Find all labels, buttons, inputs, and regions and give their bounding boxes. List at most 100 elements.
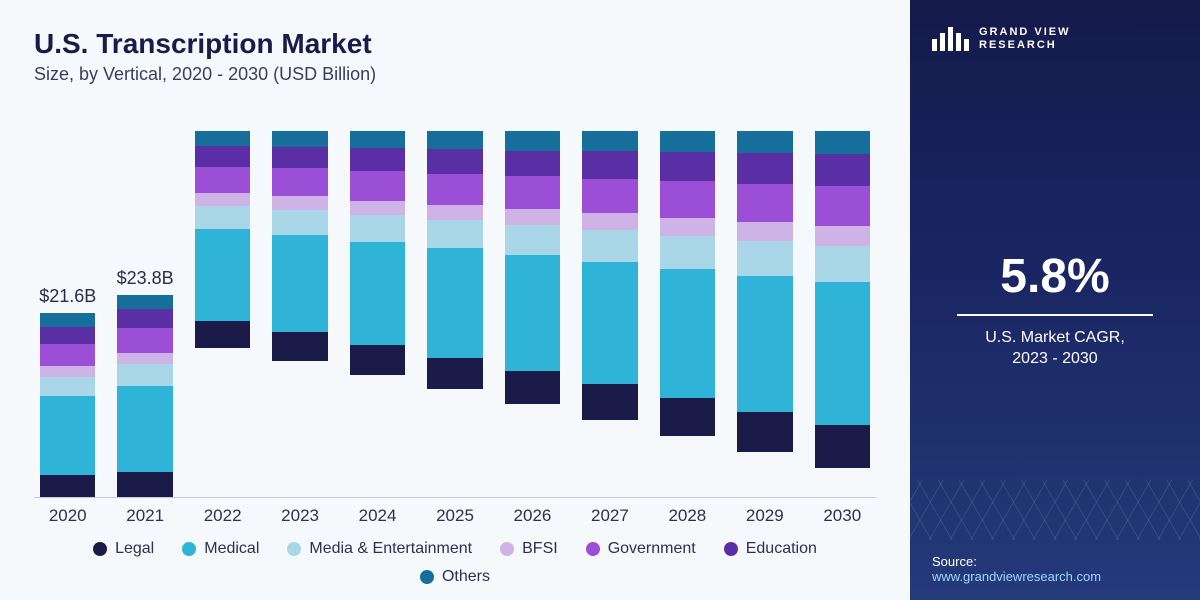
brand-logo-icon bbox=[932, 27, 969, 51]
stacked-bar bbox=[272, 131, 327, 361]
bar-segment-legal bbox=[350, 345, 405, 375]
bar-segment-media bbox=[272, 210, 327, 235]
bar-segment-education bbox=[660, 152, 715, 181]
bar-segment-medical bbox=[195, 229, 250, 322]
metric-label-line-1: U.S. Market CAGR, bbox=[985, 328, 1125, 349]
bar-segment-bfsi bbox=[195, 193, 250, 206]
bar-column: $21.6B bbox=[40, 131, 95, 497]
legend-item-others: Others bbox=[420, 568, 490, 586]
bar-segment-media bbox=[350, 215, 405, 241]
source-label: Source: bbox=[932, 554, 1178, 569]
x-axis-label: 2020 bbox=[40, 506, 95, 526]
x-axis-label: 2030 bbox=[815, 506, 870, 526]
bar-column bbox=[195, 131, 250, 497]
bar-segment-bfsi bbox=[40, 366, 95, 377]
source-link[interactable]: www.grandviewresearch.com bbox=[932, 569, 1101, 584]
legend-swatch bbox=[182, 542, 196, 556]
bar-segment-bfsi bbox=[272, 196, 327, 210]
bar-segment-legal bbox=[815, 425, 870, 468]
legend-item-bfsi: BFSI bbox=[500, 540, 558, 558]
bar-value-label: $21.6B bbox=[39, 286, 96, 307]
side-panel: GRAND VIEW RESEARCH 5.8% U.S. Market CAG… bbox=[910, 0, 1200, 600]
legend-label: BFSI bbox=[522, 540, 558, 558]
metric-label-line-2: 2023 - 2030 bbox=[985, 349, 1125, 370]
chart-panel: U.S. Transcription Market Size, by Verti… bbox=[0, 0, 910, 600]
legend-label: Others bbox=[442, 568, 490, 586]
x-axis-label: 2024 bbox=[350, 506, 405, 526]
bar-segment-education bbox=[195, 146, 250, 166]
bar-segment-media bbox=[660, 236, 715, 269]
bar-segment-medical bbox=[737, 276, 792, 412]
bar-segment-legal bbox=[505, 371, 560, 404]
source-block: Source: www.grandviewresearch.com bbox=[932, 554, 1178, 584]
bar-segment-media bbox=[737, 241, 792, 276]
legend-swatch bbox=[586, 542, 600, 556]
stacked-bar bbox=[505, 131, 560, 404]
bar-column bbox=[427, 131, 482, 497]
bar-segment-medical bbox=[272, 235, 327, 333]
x-axis-label: 2022 bbox=[195, 506, 250, 526]
stacked-bar bbox=[195, 131, 250, 348]
bar-segment-education bbox=[737, 153, 792, 184]
bar-column bbox=[660, 131, 715, 497]
legend-label: Government bbox=[608, 540, 696, 558]
chart-subtitle: Size, by Vertical, 2020 - 2030 (USD Bill… bbox=[34, 64, 876, 85]
bar-segment-government bbox=[117, 328, 172, 353]
bar-segment-education bbox=[40, 327, 95, 344]
bar-segment-legal bbox=[117, 472, 172, 497]
metric-value: 5.8% bbox=[1000, 249, 1109, 304]
bar-segment-media bbox=[815, 246, 870, 283]
bar-segment-others bbox=[582, 131, 637, 151]
bar-segment-others bbox=[660, 131, 715, 152]
bar-segment-media bbox=[40, 377, 95, 396]
bar-segment-government bbox=[195, 167, 250, 193]
x-axis-label: 2029 bbox=[737, 506, 792, 526]
bar-segment-government bbox=[427, 174, 482, 205]
stacked-bar bbox=[350, 131, 405, 375]
bar-value-label: $23.8B bbox=[117, 268, 174, 289]
legend-swatch bbox=[93, 542, 107, 556]
bar-segment-bfsi bbox=[815, 226, 870, 246]
legend-item-government: Government bbox=[586, 540, 696, 558]
legend-swatch bbox=[287, 542, 301, 556]
bar-segment-legal bbox=[272, 332, 327, 360]
bar-segment-government bbox=[40, 344, 95, 366]
bar-column bbox=[505, 131, 560, 497]
bar-segment-government bbox=[582, 179, 637, 214]
chart-x-axis: 2020202120222023202420252026202720282029… bbox=[34, 498, 876, 526]
legend-label: Legal bbox=[115, 540, 154, 558]
bar-segment-government bbox=[815, 186, 870, 226]
stacked-bar bbox=[427, 131, 482, 389]
bar-segment-bfsi bbox=[427, 205, 482, 220]
bar-segment-education bbox=[505, 151, 560, 177]
bar-segment-media bbox=[505, 225, 560, 255]
x-axis-label: 2023 bbox=[272, 506, 327, 526]
bar-segment-legal bbox=[582, 384, 637, 420]
bar-segment-government bbox=[505, 176, 560, 209]
bar-column bbox=[737, 131, 792, 497]
legend-item-education: Education bbox=[724, 540, 817, 558]
stacked-bar bbox=[660, 131, 715, 436]
x-axis-label: 2021 bbox=[117, 506, 172, 526]
x-axis-label: 2028 bbox=[660, 506, 715, 526]
bar-segment-government bbox=[660, 181, 715, 218]
chart-legend: Legal Medical Media & Entertainment BFSI Gov… bbox=[34, 526, 876, 586]
legend-swatch bbox=[500, 542, 514, 556]
legend-swatch bbox=[724, 542, 738, 556]
bar-segment-media bbox=[427, 220, 482, 248]
brand-logo: GRAND VIEW RESEARCH bbox=[932, 26, 1178, 52]
legend-label: Media & Entertainment bbox=[309, 540, 472, 558]
bar-segment-government bbox=[737, 184, 792, 222]
x-axis-label: 2025 bbox=[427, 506, 482, 526]
legend-item-medical: Medical bbox=[182, 540, 259, 558]
bar-segment-legal bbox=[195, 321, 250, 347]
bar-segment-government bbox=[272, 168, 327, 196]
bar-segment-others bbox=[505, 131, 560, 151]
bar-segment-medical bbox=[350, 242, 405, 346]
bar-segment-others bbox=[737, 131, 792, 153]
bar-segment-bfsi bbox=[737, 222, 792, 241]
bar-segment-legal bbox=[660, 398, 715, 436]
bar-segment-bfsi bbox=[660, 218, 715, 236]
stacked-bar bbox=[40, 313, 95, 497]
legend-swatch bbox=[420, 570, 434, 584]
